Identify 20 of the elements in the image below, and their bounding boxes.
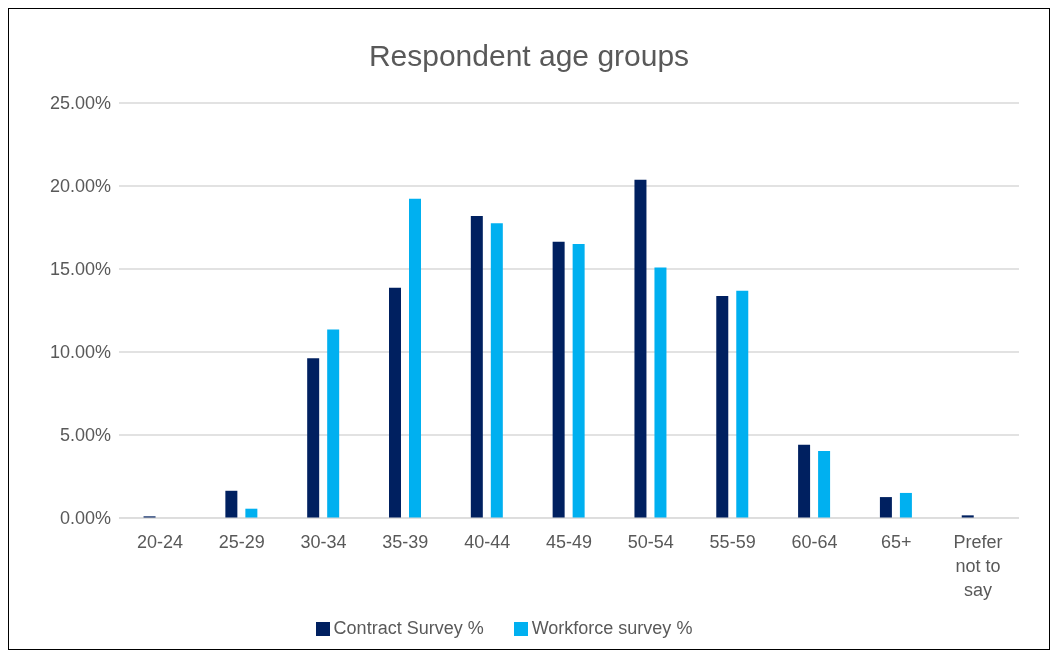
x-tick-label: 50-54 — [627, 532, 674, 552]
x-tick-label: 25-29 — [218, 532, 265, 552]
x-tick-label: 20-24 — [136, 532, 183, 552]
x-tick-label: 65+ — [881, 532, 912, 552]
x-tick-label: 45-49 — [545, 532, 593, 552]
y-tick-label: 20.00% — [49, 176, 111, 197]
x-tick-label: 30-34 — [300, 532, 347, 552]
x-tick-label: 35-39 — [382, 532, 429, 552]
x-tick-label: Prefer not to say — [953, 532, 1003, 600]
chart-title: Respondent age groups — [367, 38, 691, 74]
legend-label: Contract Survey % — [333, 618, 484, 638]
x-tick-label: 40-44 — [464, 532, 511, 552]
x-tick-label: 55-59 — [709, 532, 756, 552]
x-tick-label: 60-64 — [791, 532, 838, 552]
y-tick-label: 25.00% — [49, 93, 111, 114]
y-tick-label: 15.00% — [49, 259, 111, 280]
y-tick-label: 10.00% — [49, 342, 111, 363]
y-tick-label: 0.00% — [59, 508, 111, 529]
y-tick-label: 5.00% — [59, 425, 111, 446]
legend-label: Workforce survey % — [531, 618, 693, 638]
